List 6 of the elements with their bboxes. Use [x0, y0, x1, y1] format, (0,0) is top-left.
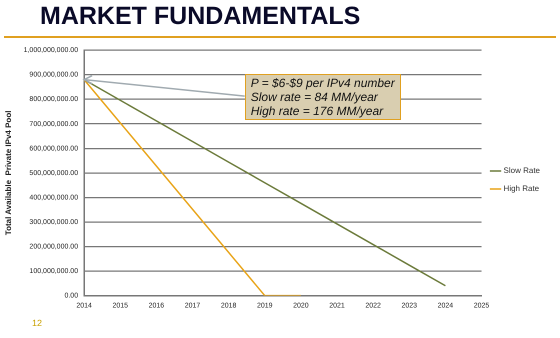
text: 12	[32, 318, 42, 328]
chart-title: MARKET FUNDAMENTALS	[40, 2, 360, 31]
annotation: P = $6-$9 per IPv4 number Slow rate = 84 MM/year High rate = 176 MM/year	[244, 74, 401, 120]
legend-label: High Rate	[504, 184, 540, 194]
legend-label: Slow Rate	[504, 166, 541, 176]
y-axis-title: Total Available Private IPv4 Pool	[4, 110, 14, 236]
